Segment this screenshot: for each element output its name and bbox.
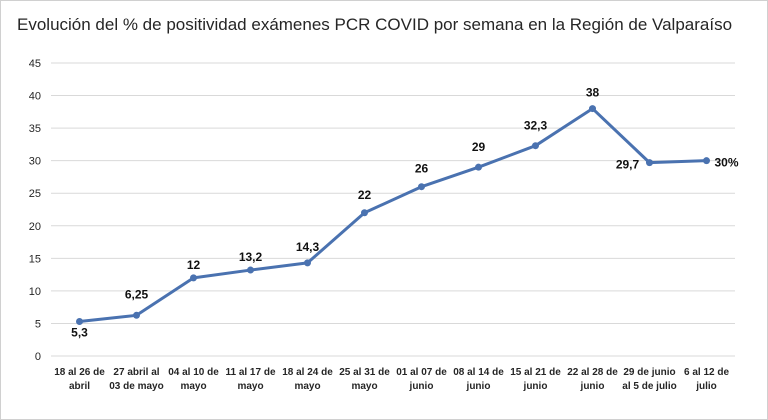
chart-title: Evolución del % de positividad exámenes …: [17, 15, 733, 34]
data-point: [703, 157, 710, 165]
data-point: [304, 259, 311, 267]
x-tick-label: mayo: [294, 381, 320, 392]
data-label: 5,3: [71, 325, 88, 339]
data-label: 29: [472, 140, 486, 154]
data-label: 26: [415, 162, 429, 176]
x-tick-label: 6 al 12 de: [684, 367, 729, 378]
data-point: [133, 311, 140, 319]
series-line: [79, 107, 707, 323]
x-tick-label: 04 al 10 de: [168, 367, 219, 378]
data-point: [76, 317, 83, 325]
data-point: [589, 105, 596, 113]
data-label: 13,2: [239, 250, 263, 264]
x-tick-label: julio: [695, 381, 717, 392]
data-label: 14,3: [296, 240, 320, 254]
data-point: [190, 274, 197, 282]
y-tick-label: 15: [29, 253, 41, 265]
x-tick-label: junio: [466, 381, 491, 392]
x-tick-label: 22 al 28 de: [567, 367, 618, 378]
x-tick-label: 03 de mayo: [109, 381, 163, 392]
x-tick-label: mayo: [180, 381, 206, 392]
y-tick-label: 45: [29, 58, 41, 70]
x-tick-label: junio: [523, 381, 548, 392]
x-tick-label: 15 al 21 de: [510, 367, 561, 378]
x-tick-label: junio: [409, 381, 434, 392]
y-tick-label: 5: [35, 318, 41, 330]
data-point: [475, 163, 482, 171]
data-label: 22: [358, 188, 372, 202]
data-label: 12: [187, 258, 201, 272]
y-tick-label: 25: [29, 188, 41, 200]
x-tick-label: 08 al 14 de: [453, 367, 504, 378]
data-point: [418, 183, 425, 191]
data-label: 38: [586, 86, 600, 100]
data-label: 30%: [714, 156, 738, 170]
data-label: 29,7: [616, 158, 640, 172]
x-tick-label: 27 abril al: [113, 367, 159, 378]
x-tick-label: 25 al 31 de: [339, 367, 390, 378]
x-tick-label: 18 al 24 de: [282, 367, 333, 378]
y-tick-label: 30: [29, 156, 41, 168]
x-tick-label: mayo: [351, 381, 377, 392]
data-point: [247, 266, 254, 274]
y-tick-label: 10: [29, 286, 41, 298]
x-tick-label: 11 al 17 de: [225, 367, 275, 378]
y-tick-label: 20: [29, 221, 41, 233]
data-point: [361, 209, 368, 217]
x-tick-label: mayo: [237, 381, 263, 392]
data-label: 32,3: [524, 119, 548, 133]
y-tick-label: 35: [29, 123, 41, 135]
y-tick-label: 0: [35, 351, 41, 363]
x-tick-label: al 5 de julio: [622, 381, 676, 392]
y-tick-label: 40: [29, 91, 41, 103]
x-tick-label: 29 de junio: [623, 367, 675, 378]
data-point: [532, 142, 539, 150]
data-point: [646, 159, 653, 167]
x-tick-label: 18 al 26 de: [54, 367, 105, 378]
x-tick-label: abril: [69, 381, 90, 392]
data-label: 6,25: [125, 287, 149, 301]
x-tick-label: 01 al 07 de: [396, 367, 447, 378]
x-tick-label: junio: [580, 381, 605, 392]
